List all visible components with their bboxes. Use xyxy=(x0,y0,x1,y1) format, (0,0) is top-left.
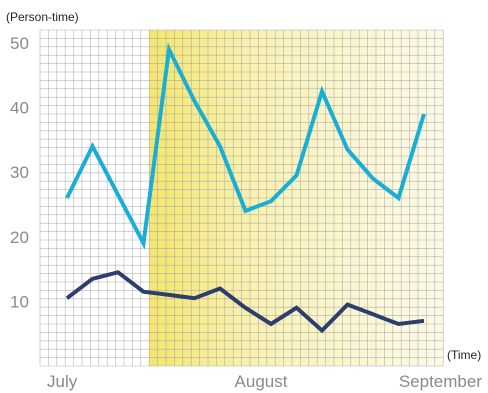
x-unit-label: (Time) xyxy=(447,348,481,362)
x-tick-label: September xyxy=(399,372,482,391)
series-lines xyxy=(65,42,426,334)
y-tick-label: 30 xyxy=(10,163,29,182)
y-unit-label: (Person-time) xyxy=(6,10,79,24)
series-line-2 xyxy=(65,270,425,334)
y-tick-label: 40 xyxy=(10,99,29,118)
y-axis-ticks: 10 20 30 40 50 xyxy=(10,34,29,311)
grid-lines xyxy=(39,29,444,367)
series-line-1 xyxy=(65,42,426,250)
x-tick-label: August xyxy=(235,372,288,391)
y-tick-label: 10 xyxy=(10,292,29,311)
x-axis-ticks: July August September xyxy=(47,372,482,391)
y-tick-label: 20 xyxy=(10,228,29,247)
x-tick-label: July xyxy=(47,372,78,391)
y-tick-label: 50 xyxy=(10,34,29,53)
